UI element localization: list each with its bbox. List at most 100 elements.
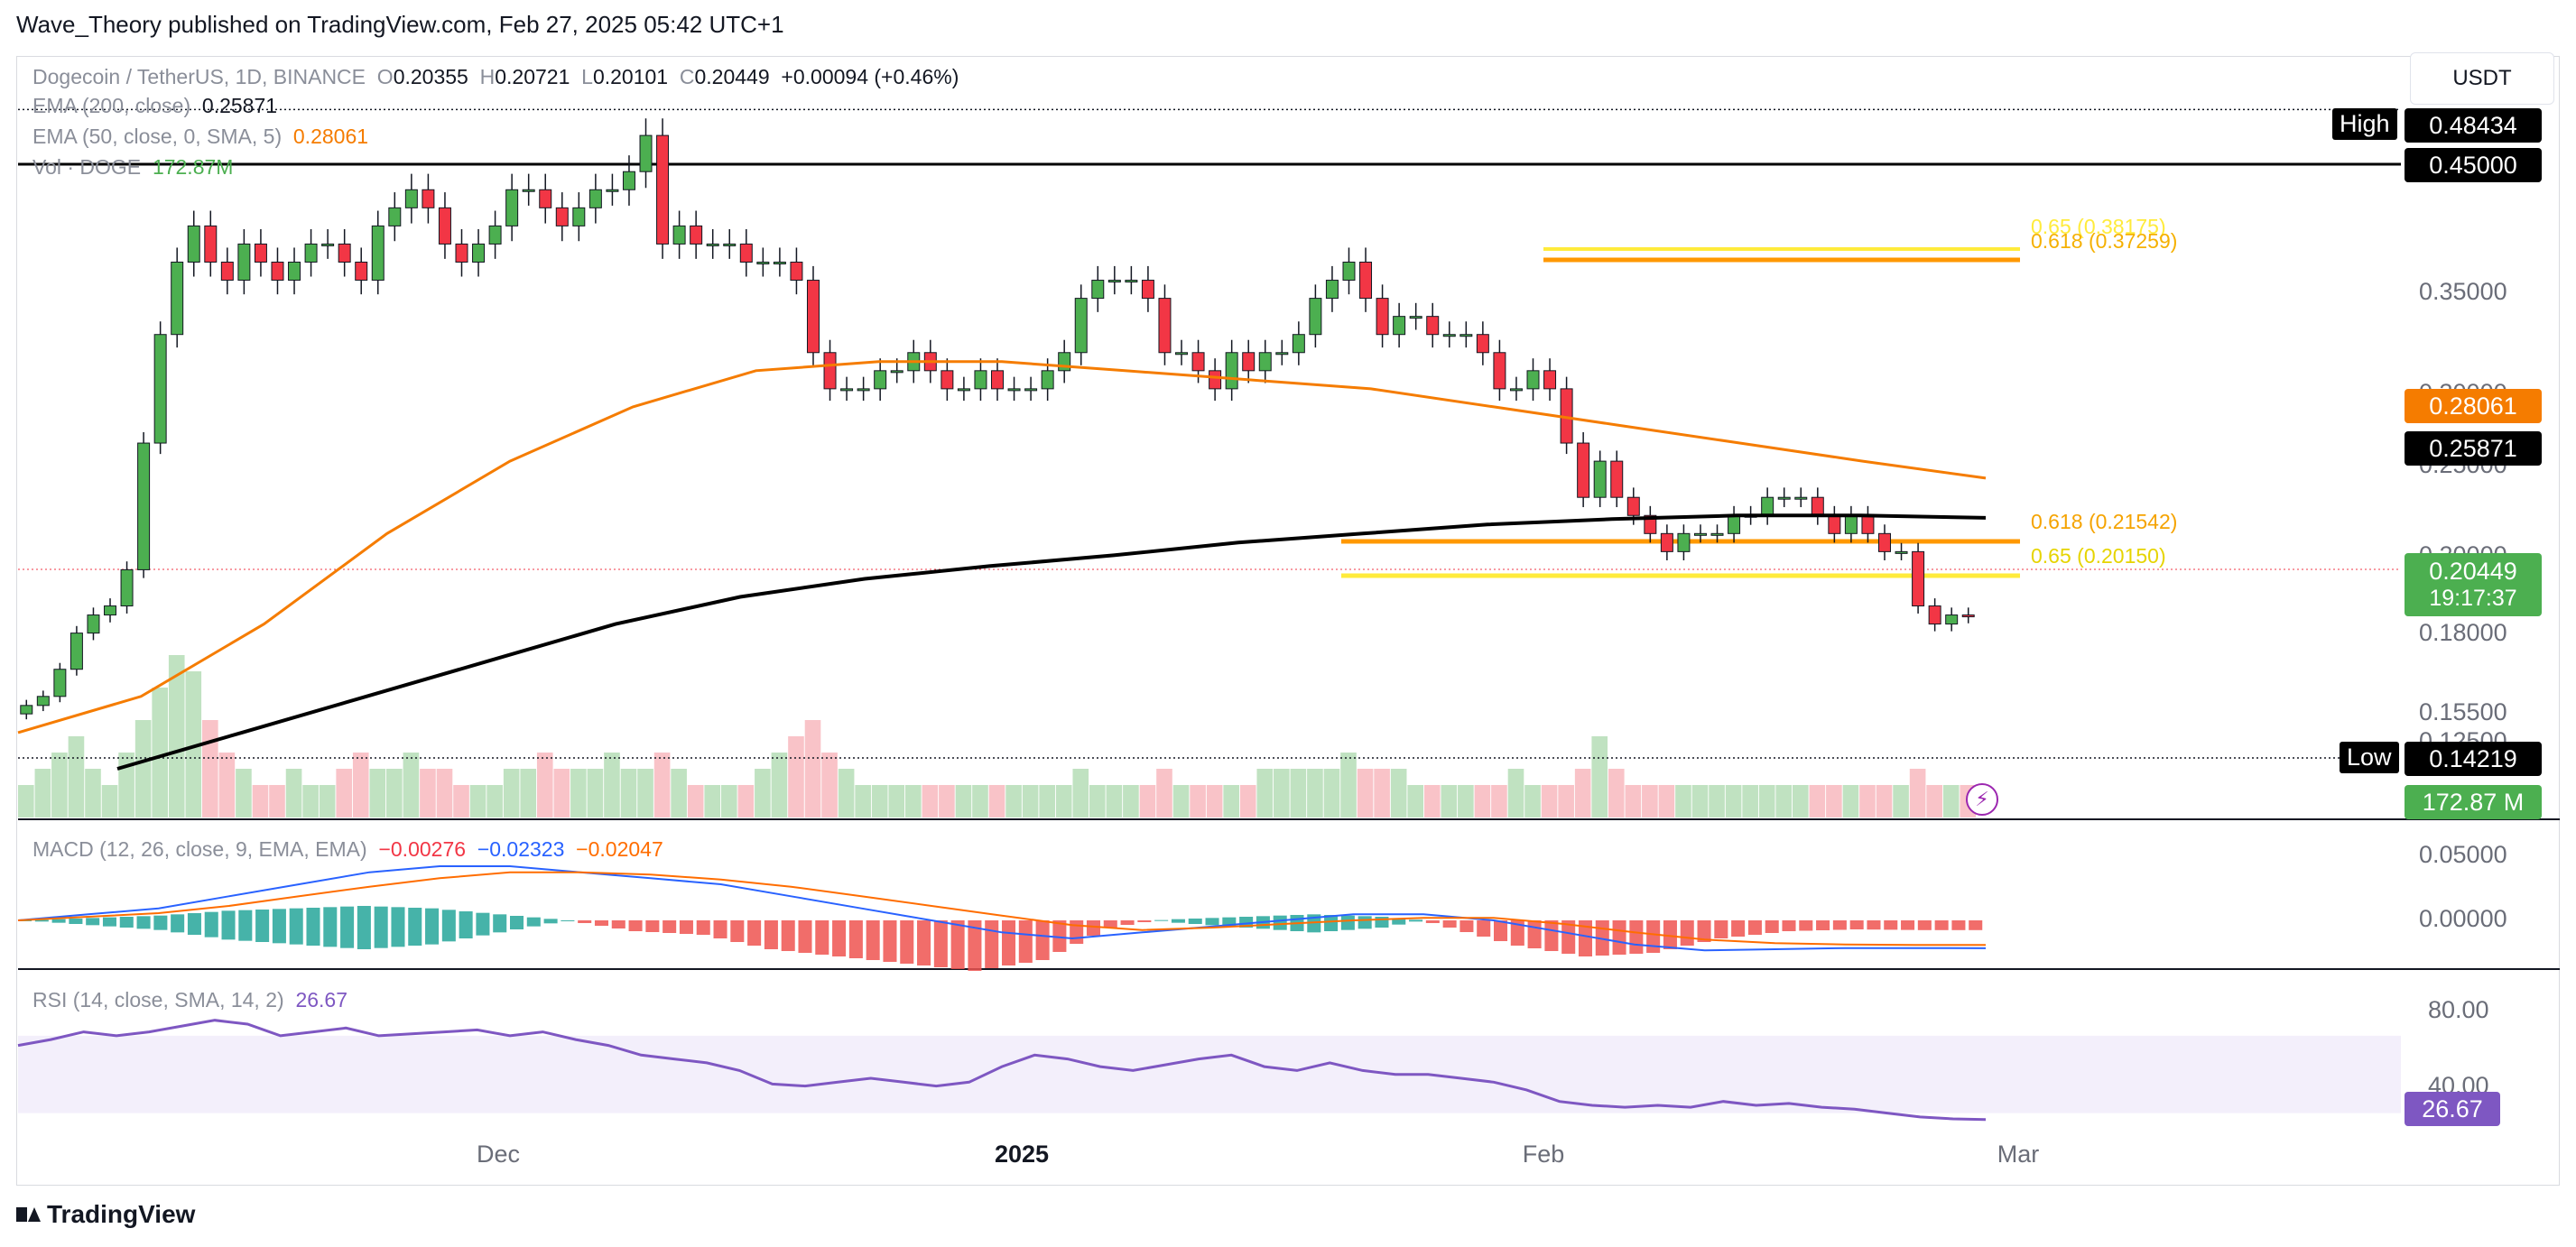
countdown-value: 19:17:37 [2429, 586, 2517, 611]
macd-histogram-bar [1782, 920, 1796, 931]
volume-bar [85, 769, 101, 817]
candle-body [606, 189, 619, 192]
macd-histogram-bar [1510, 920, 1524, 946]
macd-histogram-bar [1052, 920, 1067, 952]
volume-bar [168, 655, 185, 817]
candle-body [371, 225, 385, 282]
currency-button[interactable]: USDT [2410, 52, 2554, 105]
macd-histogram-bar [255, 910, 270, 942]
rsi-badge: 26.67 [2405, 1092, 2500, 1126]
ema200-legend: EMA (200, close) 0.25871 [32, 94, 277, 118]
low-badge: 0.14219 [2405, 742, 2542, 776]
volume-bar [1742, 785, 1758, 817]
volume-bar [771, 753, 788, 817]
volume-bar [1608, 769, 1625, 817]
macd-histogram-bar [1120, 920, 1135, 925]
macd-histogram-bar [136, 916, 151, 929]
volume-bar [1574, 769, 1591, 817]
volume-bar [855, 785, 871, 817]
candle-body [1409, 316, 1422, 319]
candle-body [739, 243, 753, 263]
macd-histogram-bar [713, 920, 727, 938]
tradingview-logo-icon [16, 1205, 41, 1224]
volume-bar [1591, 736, 1608, 817]
candle-body [773, 261, 786, 264]
macd-histogram-bar [1765, 920, 1779, 933]
candle-body [1677, 532, 1691, 552]
candle-body [53, 669, 67, 697]
candle-body [1275, 352, 1289, 356]
volume-bar [436, 769, 453, 817]
volume-bar [302, 785, 319, 817]
lightning-icon[interactable]: ⚡ [1966, 783, 1998, 816]
time-tick-feb: Feb [1522, 1141, 1565, 1168]
macd-histogram-bar [1324, 915, 1339, 931]
volume-bar [486, 785, 503, 817]
candle-body [1761, 496, 1774, 516]
macd-histogram-bar [815, 920, 829, 955]
macd-histogram-bar [408, 908, 422, 946]
candle-body [237, 243, 251, 282]
candle-body [1442, 334, 1456, 337]
macd-histogram-bar [1901, 920, 1915, 930]
rsi-label: RSI (14, close, SMA, 14, 2) [32, 988, 284, 1011]
volume-bar [319, 785, 336, 817]
volume-bar [1089, 785, 1106, 817]
macd-histogram-bar [1477, 920, 1491, 937]
volume-bar [1709, 785, 1725, 817]
macd-histogram-bar [1527, 920, 1542, 948]
candle-body [1710, 532, 1724, 536]
volume-bar [185, 671, 202, 817]
candle-body [20, 705, 33, 715]
high-badge: 0.48434 [2405, 108, 2542, 143]
macd-histogram-bar [950, 920, 965, 969]
candle-body [857, 388, 870, 392]
volume-bar [720, 785, 737, 817]
macd-histogram-bar [730, 920, 745, 942]
candle-body [572, 207, 586, 226]
candle-body [1242, 352, 1256, 372]
volume-bar [687, 785, 704, 817]
macd-histogram-bar [86, 918, 100, 926]
volume-bar [202, 720, 218, 817]
macd-histogram-bar [272, 909, 286, 944]
volume-bar [821, 753, 838, 817]
volume-bar [352, 753, 369, 817]
volume-bar [285, 769, 302, 817]
volume-bar [1642, 785, 1658, 817]
volume-bar [570, 769, 587, 817]
candle-body [1945, 614, 1959, 625]
volume-bar [955, 785, 972, 817]
volume-bar [1859, 785, 1876, 817]
macd-signal-line [17, 871, 1986, 947]
volume-bar [838, 769, 855, 817]
volume-bar [1072, 769, 1089, 817]
candle-body [1928, 605, 1941, 625]
candle-body [1861, 514, 1875, 534]
candle-body [1225, 352, 1238, 390]
macd-histogram-bar [1188, 919, 1202, 924]
volume-bar [252, 785, 269, 817]
tradingview-footer[interactable]: TradingView [16, 1200, 195, 1229]
macd-histogram-bar [1340, 915, 1355, 930]
candle-body [690, 225, 703, 245]
macd-line-value: −0.02323 [477, 837, 565, 861]
candle-body [1493, 352, 1506, 390]
macd-histogram-bar [425, 908, 440, 945]
candle-body [1912, 550, 1925, 607]
volume-bar [1374, 769, 1390, 817]
candle-body [1828, 514, 1841, 534]
macd-histogram-bar [543, 919, 558, 924]
candle-body [1058, 352, 1071, 372]
candle-body [941, 370, 954, 390]
macd-histogram-bar [1697, 920, 1711, 942]
volume-bar [1223, 785, 1240, 817]
candle-body [488, 225, 502, 245]
macd-histogram-bar [798, 920, 812, 953]
macd-histogram-bar [1544, 920, 1559, 951]
rsi-line [17, 1019, 1987, 1122]
footer-brand: TradingView [47, 1200, 196, 1228]
candle-body [1309, 298, 1322, 336]
volume-bar [1926, 785, 1942, 817]
